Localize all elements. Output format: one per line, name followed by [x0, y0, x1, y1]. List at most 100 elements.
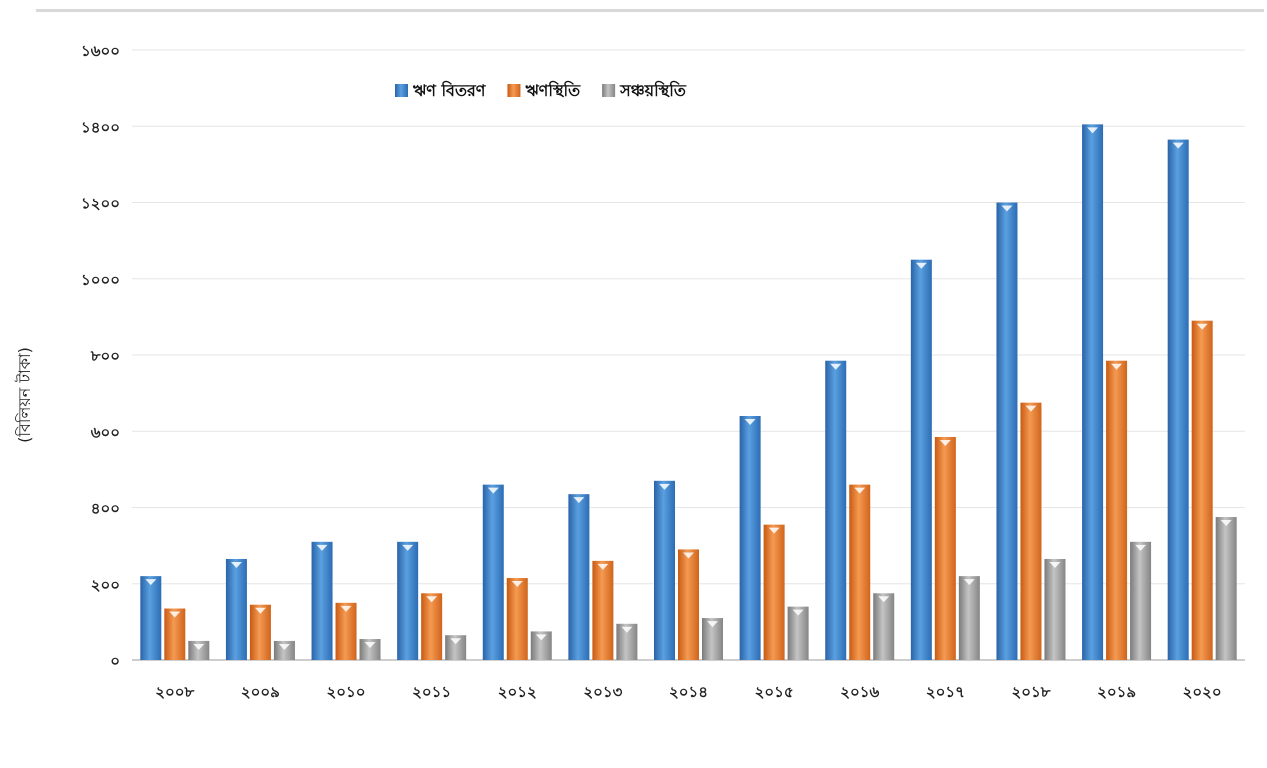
bar-cap [230, 561, 242, 568]
y-tick-label: ১০০০ [81, 271, 120, 289]
bar [873, 593, 895, 660]
x-tick-label: ২০১১ [412, 683, 451, 701]
bar-cap [511, 581, 523, 588]
bar-cap [364, 642, 376, 649]
legend-label: ঋণস্থিতি [524, 80, 581, 100]
x-axis: ২০০৮ ২০০৯ ২০১০ ২০১১ ২০১২ ২০১৩ ২০১৪ ২০১৫ ২০১৬ ২০১৭… [155, 683, 1221, 701]
bar [506, 578, 528, 660]
bar [1191, 320, 1213, 660]
bar-cap [915, 262, 927, 269]
legend-swatch [507, 84, 521, 97]
bar-cap [1196, 323, 1208, 330]
bar [934, 436, 956, 660]
bar [568, 494, 590, 660]
bar-cap [1135, 544, 1147, 551]
x-tick-label: ২০০৮ [155, 683, 194, 701]
bar-cap [707, 621, 718, 628]
bar [787, 606, 809, 660]
x-tick-label: ২০২০ [1183, 683, 1222, 701]
legend-label: সঞ্চয়স্থিতি [619, 80, 687, 100]
bar-cap [683, 552, 694, 559]
y-tick-label: ০ [110, 652, 120, 670]
legend-swatch [602, 84, 616, 97]
bar [311, 541, 333, 660]
bar-cap [1001, 205, 1013, 212]
bar [164, 608, 186, 660]
bar [654, 480, 675, 660]
bar-cap [340, 605, 352, 612]
bar-cap [768, 527, 780, 534]
bar [678, 549, 699, 660]
y-tick-label: ২০০ [91, 576, 120, 594]
bar [592, 560, 614, 660]
bar-cap [402, 544, 414, 551]
bar [958, 576, 980, 660]
bar-cap [169, 611, 181, 618]
bar-cap [487, 487, 499, 494]
bar [1167, 139, 1189, 660]
bar-cap [830, 363, 842, 370]
bar-cap [854, 487, 866, 494]
top-divider [36, 9, 1264, 12]
bar [530, 631, 552, 660]
bar [763, 524, 785, 660]
bar-cap [535, 634, 547, 641]
bar [188, 640, 210, 660]
bar [1082, 124, 1104, 660]
bar-cap [963, 579, 975, 586]
x-tick-label: ২০১০ [327, 683, 366, 701]
bar-cap [939, 439, 951, 446]
x-tick-label: ২০১৯ [1097, 683, 1136, 701]
bar [849, 484, 871, 660]
legend-label: ঋণ বিতরণ [412, 80, 487, 100]
y-tick-label: ১৪০০ [81, 118, 120, 136]
legend-swatch [395, 84, 408, 97]
bar-cap [659, 483, 670, 490]
bar [910, 259, 932, 660]
bar [996, 202, 1018, 660]
bar [397, 541, 419, 660]
bar [482, 484, 504, 660]
x-tick-label: ২০১৭ [926, 683, 965, 701]
y-tick-label: ১২০০ [81, 195, 120, 213]
bar [616, 623, 638, 660]
bar-cap [573, 497, 585, 504]
bar-cap [316, 544, 328, 551]
x-tick-label: ২০১৩ [583, 683, 622, 701]
bar [359, 639, 381, 660]
y-tick-label: ৬০০ [91, 423, 120, 441]
bar [1130, 541, 1152, 660]
bar-cap [193, 643, 205, 650]
bar [140, 576, 162, 660]
y-axis-label: (বিলিয়ন টাকা) [15, 347, 34, 443]
bar-cap [1087, 127, 1099, 134]
bar [273, 640, 295, 660]
x-tick-label: ২০১৮ [1011, 683, 1050, 701]
bar [1215, 517, 1237, 660]
legend: ঋণ বিতরণ ঋণস্থিতি সঞ্চয়স্থিতি [395, 80, 687, 100]
bar [445, 635, 467, 660]
bar [1106, 360, 1128, 660]
y-tick-label: ৪০০ [91, 500, 120, 518]
bar [1020, 402, 1042, 660]
bar-cap [878, 596, 890, 603]
bar-cap [278, 643, 290, 650]
bar [249, 604, 271, 660]
bars [140, 124, 1237, 660]
bar [1044, 558, 1066, 660]
bar-cap [1220, 520, 1232, 527]
bar [225, 558, 247, 660]
bar-cap [621, 626, 633, 633]
bar-cap [426, 596, 438, 603]
bar [421, 593, 443, 660]
bar-cap [597, 563, 609, 570]
bar-cap [450, 638, 462, 645]
y-tick-label: ১৬০০ [81, 42, 120, 60]
y-tick-label: ৮০০ [90, 347, 120, 365]
bar-cap [145, 579, 157, 586]
bar [739, 416, 761, 660]
bar-cap [792, 609, 804, 616]
bar-cap [254, 607, 266, 614]
